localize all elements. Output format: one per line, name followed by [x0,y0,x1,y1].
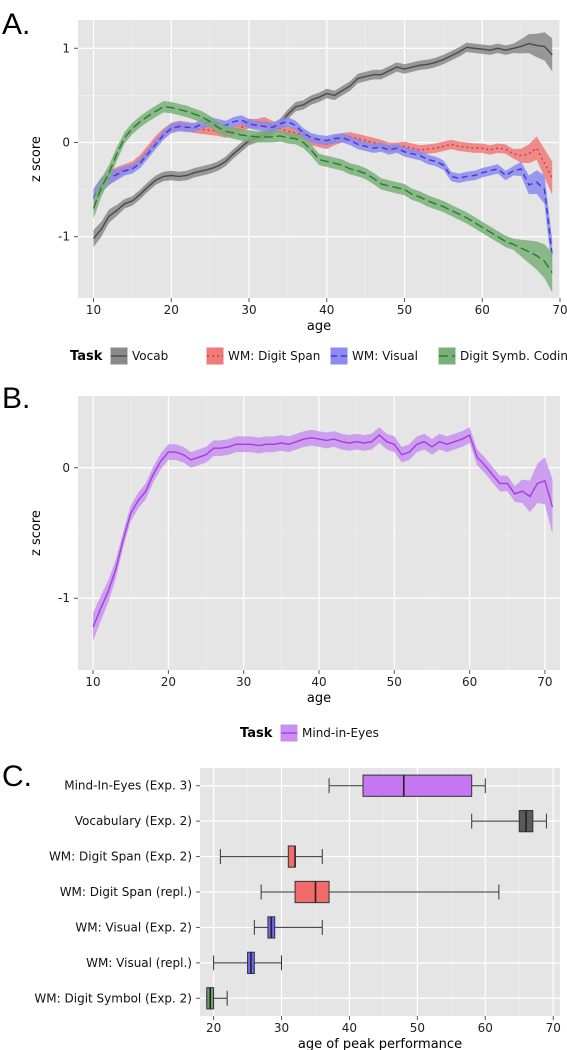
panel-c-x-tick-label: 20 [206,1021,221,1035]
panel-b-x-tick-label: 20 [161,675,176,689]
panel-b-x-tick-label: 40 [311,675,326,689]
panel-c-row-label-2: WM: Digit Span (Exp. 2) [49,850,192,864]
panel-b-x-tick-label: 10 [85,675,100,689]
panel-b-y-tick-label: -1 [58,591,70,605]
panel-c-row-label-0: Mind-In-Eyes (Exp. 3) [64,779,192,793]
panel-c-row-label-1: Vocabulary (Exp. 2) [75,814,192,828]
panel-b-legend-title: Task [240,726,273,741]
panel-a-legend-label-0: Vocab [132,349,168,363]
panel-a-x-axis-label: age [307,319,331,334]
panel-b-y-tick-label: 0 [62,461,70,475]
panel-a-series-3-line [92,105,553,273]
panel-a-plot: 10 20 30 40 50 60 70 -1 0 1 age z score [29,20,567,334]
panel-a-x-tick-label: 40 [319,303,334,317]
panel-b-letter: B. [2,382,30,415]
panel-b-x-tick-label: 30 [236,675,251,689]
panel-a-legend-label-1: WM: Digit Span [228,349,320,363]
panel-a: A. 10 20 30 40 50 60 70 -1 0 1 age z score Task Voca… [2,8,567,366]
panel-b: B. 10 20 30 40 50 60 70 -1 0 age z score Task Mind-… [2,382,560,743]
panel-a-x-tick-label: 50 [397,303,412,317]
panel-c-row-label-5: WM: Visual (repl.) [86,956,192,970]
panel-b-x-tick-label: 60 [462,675,477,689]
panel-a-series-3-confidence-band [93,101,553,293]
panel-a-x-tick-label: 30 [241,303,256,317]
panel-b-y-axis-label: z score [29,510,44,556]
panel-c-x-tick-label: 70 [546,1021,561,1035]
panel-a-x-tick-label: 70 [552,303,567,317]
panel-c-x-tick-label: 30 [274,1021,289,1035]
panel-b-plot: 10 20 30 40 50 60 70 -1 0 age z score [29,396,560,706]
panel-c-box-0 [362,774,473,797]
panel-a-x-tick-label: 60 [475,303,490,317]
panel-b-x-axis-label: age [307,691,331,706]
panel-b-legend-label-0: Mind-in-Eyes [302,726,379,740]
panel-c-x-tick-label: 40 [342,1021,357,1035]
panel-c: C. 20 30 40 50 60 70 age of peak performance Mi… [2,760,561,1050]
panel-a-legend: Task Vocab WM: Digit Span WM: Visual Digit S… [70,346,567,366]
panel-c-row-label-3: WM: Digit Span (repl.) [60,885,192,899]
panel-b-x-tick-label: 50 [387,675,402,689]
panel-c-x-tick-label: 50 [410,1021,425,1035]
panel-a-x-tick-label: 10 [86,303,101,317]
panel-a-legend-label-3: Digit Symb. Coding [460,349,567,363]
panel-a-x-tick-label: 20 [164,303,179,317]
panel-c-x-tick-label: 60 [478,1021,493,1035]
panel-a-series-0-line [92,42,553,240]
panel-c-plot: 20 30 40 50 60 70 age of peak performance Mind-… [34,768,561,1050]
panel-a-series-2-line [92,119,553,256]
panel-b-legend: Task Mind-in-Eyes [240,723,379,743]
panel-c-x-axis-label: age of peak performance [298,1037,462,1050]
panel-c-box-2 [287,845,296,868]
panel-a-legend-swatch-1 [205,346,225,366]
panel-a-legend-swatch-2 [329,346,349,366]
panel-a-y-axis-label: z score [29,136,44,182]
panel-a-y-tick-label: 1 [62,41,70,55]
panel-c-box-3 [294,880,330,904]
panel-a-series-0-confidence-band [93,32,553,248]
panel-a-y-tick-label: -1 [58,230,70,244]
panel-c-row-label-6: WM: Digit Symbol (Exp. 2) [34,991,192,1005]
panel-a-legend-label-2: WM: Visual [352,349,418,363]
panel-b-x-tick-label: 70 [537,675,552,689]
panel-b-series-0-line [92,434,554,628]
panel-c-row-label-4: WM: Visual (Exp. 2) [75,920,192,934]
panel-c-letter: C. [2,760,32,793]
panel-a-letter: A. [2,8,30,41]
panel-a-legend-title: Task [70,349,103,364]
panel-a-y-tick-label: 0 [62,136,70,150]
